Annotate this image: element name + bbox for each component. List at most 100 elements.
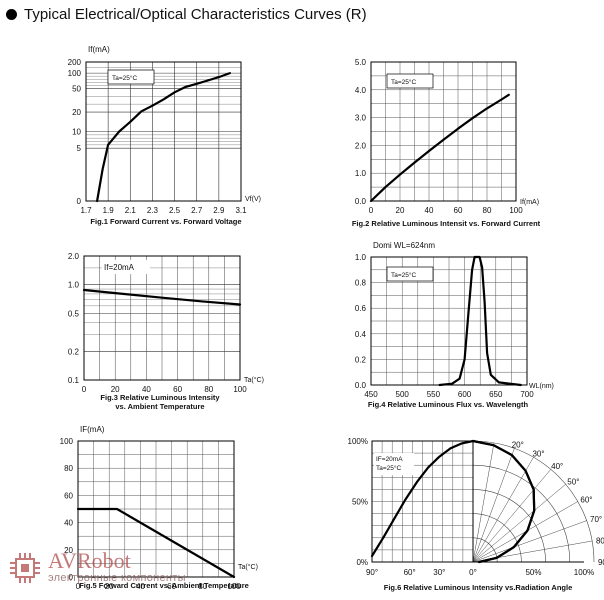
fig4-xtick-label: 700 — [520, 390, 534, 399]
fig6-polar-series-line — [471, 439, 536, 564]
fig2-xtick-label: 80 — [483, 206, 492, 215]
fig2-condition-label: Ta=25°C — [391, 78, 416, 86]
fig4-ytick-label: 0.8 — [355, 279, 367, 288]
page-title-text: Typical Electrical/Optical Characteristi… — [24, 6, 367, 23]
fig1-title: Fig.1 Forward Current vs. Forward Voltag… — [90, 217, 241, 226]
fig1-frame — [85, 61, 242, 202]
fig6-angle-label: 70° — [590, 515, 602, 524]
fig6-angle-label: 30° — [532, 450, 544, 459]
fig4-condition-box — [386, 266, 434, 282]
fig5-ytick-label: 80 — [64, 464, 73, 473]
fig1-ytick-label: 20 — [72, 108, 81, 117]
fig4-condition-label: Ta=25°C — [391, 271, 416, 279]
fig6-ytick-label: 0% — [356, 558, 368, 567]
fig1-ytick-label: 0 — [77, 197, 82, 206]
chip-logo-icon — [10, 552, 40, 583]
fig3-ytick-label: 0.1 — [68, 376, 80, 385]
fig2-xtick-label: 0 — [369, 206, 374, 215]
fig5-xtick-label: 40 — [136, 582, 145, 591]
fig5-xtick-label: 0 — [76, 582, 81, 591]
fig5-xtick-label: 100 — [227, 582, 241, 591]
fig2-title: Fig.2 Relative Luminous Intensit vs. For… — [352, 219, 541, 228]
fig3-xtick-label: 20 — [111, 385, 120, 394]
fig1-ytick-label: 50 — [72, 84, 81, 93]
fig5-xtick-label: 20 — [105, 582, 114, 591]
fig4-xtick-label: 650 — [489, 390, 503, 399]
fig6-grid-radial — [472, 520, 587, 563]
fig2-xtick-label: 20 — [396, 206, 405, 215]
fig5-xtick-label: 60 — [167, 582, 176, 591]
fig4-ytick-label: 0.4 — [355, 330, 367, 339]
fig4-chart: 0.0 0.2 0.4 0.6 0.8 1.0 450 500 550 600 650 700WL(n… — [355, 241, 554, 409]
fig3-frame — [83, 255, 241, 381]
fig1-xtick-label: 2.5 — [169, 206, 181, 215]
fig4-ytick-label: 0.6 — [355, 304, 367, 313]
fig1-xtick-label: 2.1 — [125, 206, 137, 215]
fig6-grid-arc — [472, 440, 595, 563]
fig1-condition-label: Ta=25°C — [112, 74, 137, 82]
bullet-icon — [6, 9, 17, 20]
fig4-xtick-label: 500 — [396, 390, 410, 399]
fig3-title-line: vs. Ambient Temperature — [115, 402, 204, 411]
fig1-ylabel: If(mA) — [88, 45, 110, 54]
fig5-ylabel: IF(mA) — [80, 425, 105, 434]
fig1-ytick-label: 10 — [72, 128, 81, 137]
fig5-ytick-label: 40 — [64, 519, 73, 528]
fig3-ytick-label: 0.5 — [68, 309, 80, 318]
fig2-ytick-label: 2.0 — [355, 141, 367, 150]
fig6-angle-label: 60° — [580, 496, 592, 505]
fig1-condition-box — [107, 69, 155, 85]
fig3-xtick-label: 60 — [173, 385, 182, 394]
fig6-grid-arc — [472, 489, 546, 563]
fig6-grid-radial — [472, 484, 566, 563]
fig2-frame — [370, 61, 517, 202]
fig3-title-line: Fig.3 Relative Luminous Intensity — [100, 393, 220, 402]
fig3-ytick-label: 2.0 — [68, 252, 80, 261]
fig5-chart: 0 20 40 60 80 100 0 20 40 60 80 100 IF(mA) Ta(°C) Fig.… — [60, 425, 258, 591]
fig2-series-line — [369, 93, 510, 203]
fig1-xlabel: Vf(V) — [245, 196, 261, 203]
fig1-ytick-label: 100 — [68, 69, 82, 78]
fig6-angle-label: 40° — [551, 462, 563, 471]
fig1-series-line — [96, 72, 231, 203]
fig1-xtick-label: 3.1 — [235, 206, 247, 215]
fig6-grid-arc — [472, 513, 522, 563]
watermark-subtitle: электронные компоненты — [48, 572, 186, 584]
fig4-ytick-label: 0.2 — [355, 355, 367, 364]
fig2-xtick-label: 60 — [454, 206, 463, 215]
fig4-annotation: Domi WL=624nm — [373, 241, 435, 250]
fig6-grid-radial — [472, 469, 551, 563]
fig3-xtick-label: 100 — [233, 385, 247, 394]
fig2-ytick-label: 5.0 — [355, 58, 367, 67]
fig6-angle-label: 50° — [567, 478, 579, 487]
fig6-condition-box — [374, 453, 414, 475]
fig6-ytick-label: 100% — [348, 437, 368, 446]
fig6-angle-label: 90° — [598, 558, 604, 567]
fig2-xtick-label: 100 — [509, 206, 523, 215]
fig1-xtick-label: 1.9 — [103, 206, 115, 215]
fig6-bottom-label: 0° — [469, 568, 477, 577]
fig1-xtick-label: 2.7 — [191, 206, 203, 215]
fig4-xtick-label: 550 — [427, 390, 441, 399]
fig5-xlabel: Ta(°C) — [238, 563, 258, 571]
fig6-bottom-label: 50% — [525, 568, 541, 577]
fig4-ytick-label: 0.0 — [355, 381, 367, 390]
fig6-grid-arc — [472, 464, 571, 563]
fig1-ytick-label: 200 — [68, 58, 82, 67]
page-title: Typical Electrical/Optical Characteristi… — [6, 6, 367, 23]
fig3-condition-label: If=20mA — [104, 263, 135, 272]
watermark: AVRobot электронные компоненты — [8, 550, 186, 585]
fig4-xtick-label: 600 — [458, 390, 472, 399]
fig5-series-line — [76, 507, 236, 579]
fig1-ytick-label: 5 — [77, 144, 82, 153]
fig2-ytick-label: 0.0 — [355, 197, 367, 206]
fig2-condition-box — [386, 73, 434, 89]
watermark-brand: AVRobot — [48, 548, 131, 573]
fig6-condition-label: Ta=25°C — [376, 464, 401, 472]
fig6-bottom-label: 90° — [366, 568, 378, 577]
fig6-chart: 20°30°40°50°60°70°80°90°0%50%100%90°60°3… — [348, 437, 604, 592]
fig2-ytick-label: 1.0 — [355, 169, 367, 178]
fig5-title: Fig.5 Forward Current vs. Ambient Temper… — [79, 581, 249, 590]
